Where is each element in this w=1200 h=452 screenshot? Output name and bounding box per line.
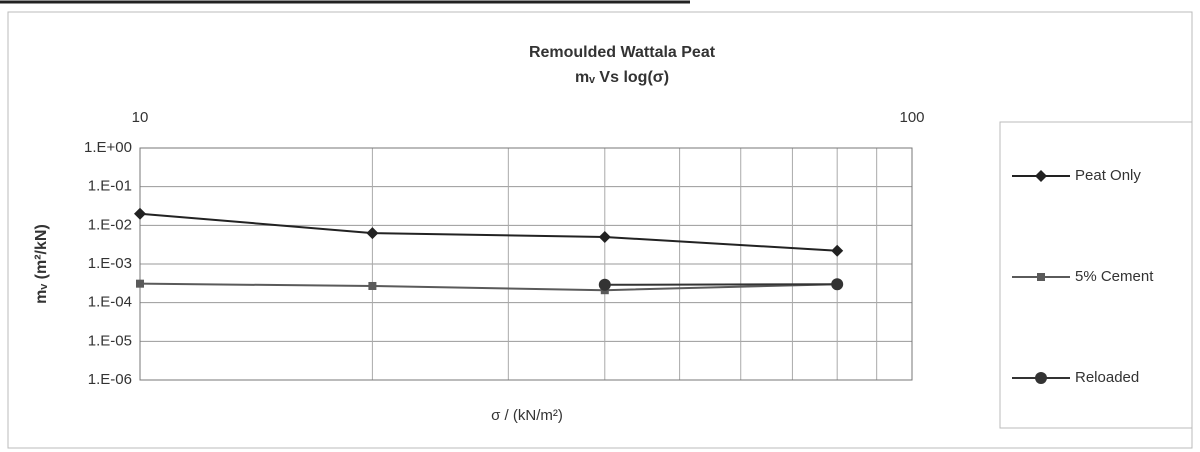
x-tick-label: 10 <box>132 109 149 126</box>
chart-frame <box>7 11 1193 449</box>
y-tick-label: 1.E+00 <box>84 139 132 156</box>
marker <box>136 279 144 288</box>
legend-marker <box>1037 273 1045 281</box>
y-axis-label: mᵥ (m²/kN) <box>33 224 50 304</box>
y-tick-label: 1.E-05 <box>88 332 132 349</box>
series-line <box>604 283 838 286</box>
legend-marker <box>1035 372 1047 384</box>
y-tick-label: 1.E-04 <box>88 294 132 311</box>
y-tick-label: 1.E-01 <box>88 178 132 195</box>
chart-subtitle: mᵥ Vs log(σ) <box>575 69 669 86</box>
y-tick-label: 1.E-03 <box>88 255 132 272</box>
y-tick-label: 1.E-02 <box>88 216 132 233</box>
marker <box>598 278 611 291</box>
marker <box>598 230 611 243</box>
marker <box>134 207 146 220</box>
legend-marker <box>1035 170 1047 182</box>
x-tick-label: 100 <box>899 109 924 126</box>
legend-label: 5% Cement <box>1075 268 1154 285</box>
marker <box>368 281 377 290</box>
legend-label: Peat Only <box>1075 167 1141 184</box>
chart-title: Remoulded Wattala Peat <box>529 44 716 61</box>
plot-area <box>139 147 913 381</box>
marker <box>366 227 379 240</box>
marker <box>831 244 844 257</box>
x-axis-label: σ / (kN/m²) <box>491 407 563 424</box>
series-line <box>139 212 838 252</box>
y-tick-label: 1.E-06 <box>88 371 132 388</box>
series-line <box>139 282 838 292</box>
legend-label: Reloaded <box>1075 369 1139 386</box>
marker <box>831 278 844 291</box>
